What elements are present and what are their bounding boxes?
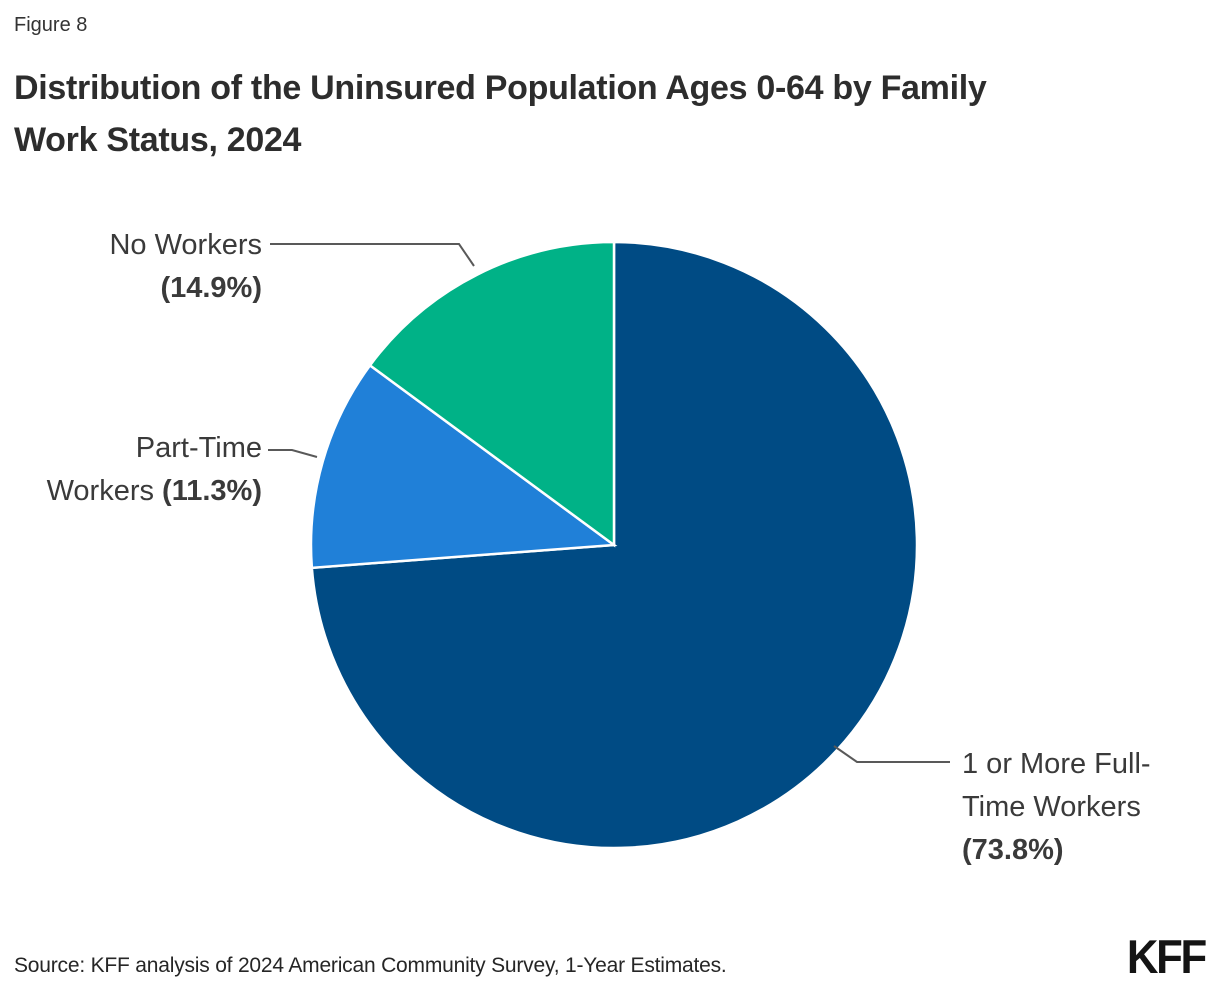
callout-line: Time Workers [962, 791, 1141, 823]
leader-line-full-time [833, 745, 950, 763]
chart-title: Distribution of the Uninsured Population… [14, 62, 987, 166]
callout-line: (14.9%) [160, 272, 262, 304]
source-note: Source: KFF analysis of 2024 American Co… [14, 954, 727, 977]
pie-slices [309, 240, 919, 850]
callout-part-time: Part-Time Workers (11.3%) [47, 427, 262, 513]
callout-line: Workers (11.3%) [46, 475, 262, 507]
callout-line: 1 or More Full- [962, 748, 1151, 780]
pie-slice-no-workers [368, 240, 616, 548]
chart-title-line1: Distribution of the Uninsured Population… [14, 69, 987, 107]
callout-full-time: 1 or More Full- Time Workers (73.8%) [962, 743, 1151, 872]
leader-line-part-time [268, 449, 318, 458]
pie-slice-part-time-workers [309, 363, 618, 570]
callout-line: (73.8%) [962, 834, 1064, 866]
callout-line: Part-Time [135, 432, 262, 464]
callout-line: No Workers [109, 229, 262, 261]
leader-line-no-workers [270, 243, 475, 267]
callout-no-workers: No Workers (14.9%) [109, 224, 262, 310]
figure-label: Figure 8 [14, 14, 88, 36]
chart-title-line2: Work Status, 2024 [14, 121, 302, 159]
kff-logo: KFF [1126, 930, 1207, 983]
